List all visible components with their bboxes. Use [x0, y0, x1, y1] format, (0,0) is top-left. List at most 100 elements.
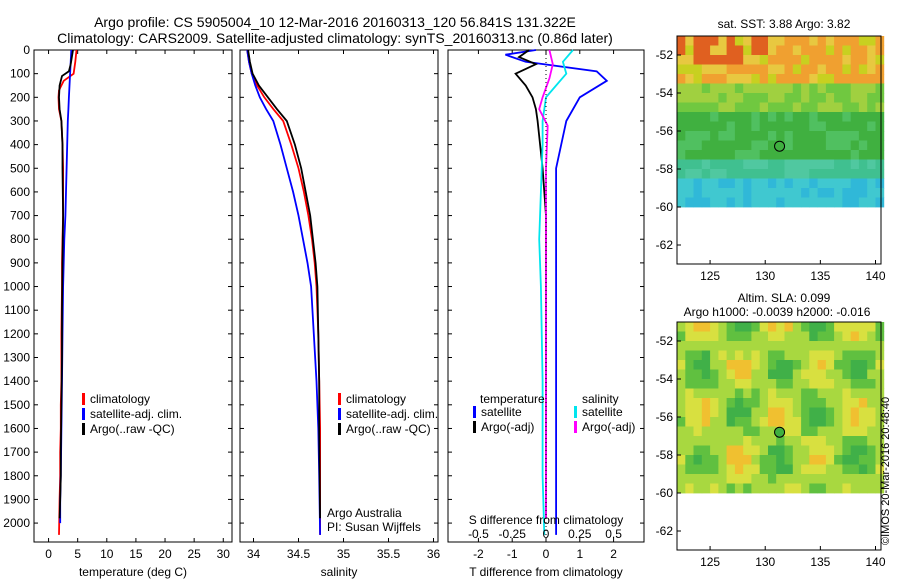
x-tick-label: 35: [337, 547, 351, 561]
map-cell: [875, 388, 885, 399]
map-cell: [809, 188, 818, 198]
map-cell: [792, 45, 802, 56]
map-cell: [850, 188, 860, 198]
map-cell: [685, 159, 694, 170]
map-cell: [817, 74, 827, 84]
map-cell: [858, 341, 868, 351]
annotation-line: Argo Australia: [327, 506, 402, 520]
map-cell: [751, 55, 761, 65]
map-cell: [776, 483, 785, 494]
map-cell: [792, 474, 802, 484]
map-cell: [792, 55, 802, 65]
map-cell: [726, 322, 736, 332]
map-cell: [825, 436, 835, 446]
map-cell: [858, 483, 868, 494]
map-cell: [768, 150, 777, 160]
map-cell: [817, 112, 827, 122]
map-cell: [726, 407, 736, 418]
map-cell: [809, 140, 818, 151]
map-cell: [718, 398, 728, 408]
y-tick-label: 1300: [3, 351, 30, 365]
map-cell: [817, 417, 827, 427]
map-cell: [693, 55, 703, 65]
map-cell: [693, 455, 703, 465]
map-cell: [677, 102, 686, 113]
map-cell: [768, 83, 777, 94]
map-cell: [743, 369, 752, 380]
map-cell: [801, 55, 810, 65]
y-tick-label: -56: [656, 410, 674, 424]
map-cell: [809, 64, 818, 75]
map-cell: [776, 455, 785, 465]
x2-tick-label: 0.5: [605, 527, 622, 541]
map-cell: [817, 83, 827, 94]
map-cell: [850, 417, 860, 427]
map-cell: [825, 121, 835, 132]
map-cell: [776, 379, 785, 389]
map-cell: [834, 379, 843, 389]
map-cell: [710, 455, 719, 465]
x-tick-label: 125: [700, 555, 720, 569]
map-cell: [734, 93, 744, 103]
map-cell: [693, 445, 703, 456]
map-cell: [825, 398, 835, 408]
map-cell: [734, 474, 744, 484]
map-cell: [734, 178, 744, 189]
map-cell: [718, 102, 728, 113]
map-cell: [825, 388, 835, 399]
map-cell: [677, 464, 686, 475]
map-cell: [850, 197, 860, 208]
map-cell: [677, 188, 686, 198]
map-cell: [825, 36, 835, 46]
map-cell: [801, 169, 810, 179]
map-cell: [850, 369, 860, 380]
map-cell: [685, 379, 694, 389]
map-cell: [875, 102, 885, 113]
map-cell: [693, 102, 703, 113]
x-tick-label: -2: [473, 547, 484, 561]
map-cell: [776, 360, 785, 370]
map-cell: [693, 121, 703, 132]
map-cell: [842, 322, 852, 332]
map-cell: [685, 436, 694, 446]
map-cell: [677, 322, 686, 332]
map-cell: [701, 407, 711, 418]
map-cell: [677, 474, 686, 484]
map-cell: [792, 188, 802, 198]
map-cell: [825, 131, 835, 141]
map-cell: [759, 445, 769, 456]
legend-entry: Argo(-adj): [582, 420, 635, 434]
map-cell: [743, 322, 752, 332]
map-cell: [759, 331, 769, 342]
map-frame: [676, 321, 882, 551]
map-cell: [776, 74, 785, 84]
x-axis-label: T difference from climatology: [469, 565, 623, 579]
map-cell: [842, 369, 852, 380]
map-cell: [726, 197, 736, 208]
map-cell: [784, 369, 794, 380]
map-cell: [710, 159, 719, 170]
map-cell: [784, 131, 794, 141]
map-cell: [809, 45, 818, 56]
map-cell: [825, 197, 835, 208]
y-tick-label: 1500: [3, 398, 30, 412]
map-cell: [701, 379, 711, 389]
map-cell: [685, 112, 694, 122]
map-cell: [710, 350, 719, 361]
map-cell: [825, 178, 835, 189]
sst-map-panel: 125 130 135 140 -52 -54 -56 -58 -60 -62 sat. SST: …: [656, 17, 886, 283]
map-cell: [734, 140, 744, 151]
map-cell: [718, 36, 728, 46]
map-cell: [875, 322, 885, 332]
map-cell: [759, 426, 769, 437]
map-cell: [834, 45, 843, 56]
map-cell: [784, 197, 794, 208]
map-cell: [817, 331, 827, 342]
map-cell: [817, 140, 827, 151]
map-cell: [710, 360, 719, 370]
map-cell: [701, 150, 711, 160]
map-cell: [850, 341, 860, 351]
map-cell: [768, 188, 777, 198]
map-cell: [677, 159, 686, 170]
map-cell: [801, 112, 810, 122]
